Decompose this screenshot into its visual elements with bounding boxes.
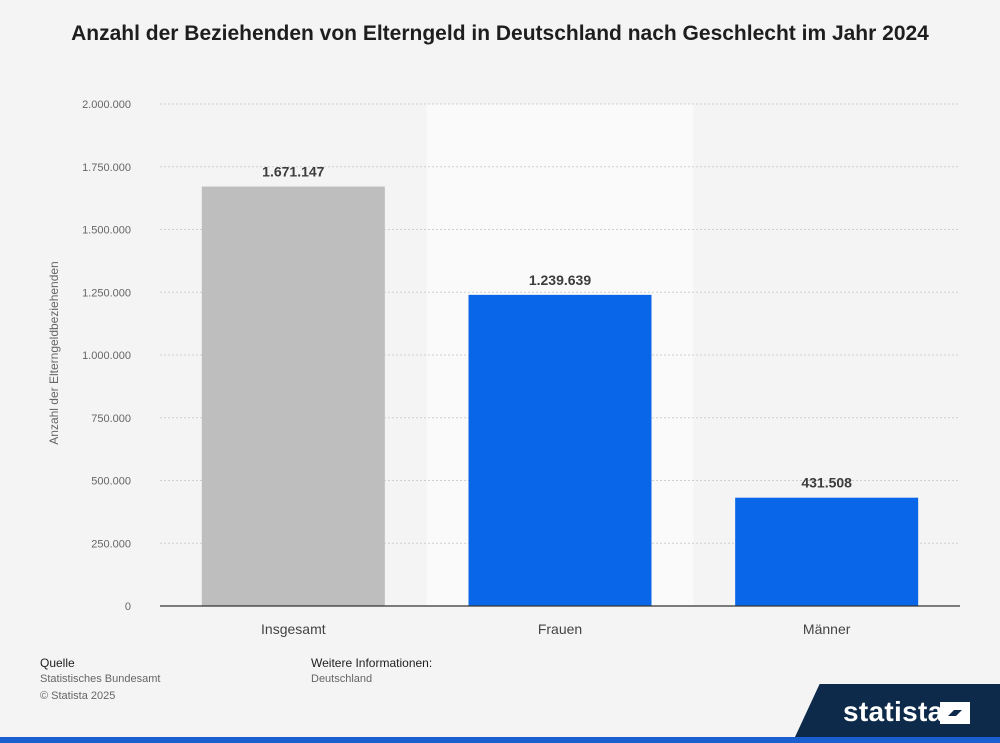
bar-chart: 0 250.000 500.000 750.000 1.000.000 1.250.000… bbox=[47, 99, 960, 637]
data-label: 1.671.147 bbox=[262, 164, 324, 180]
chart-title: Anzahl der Beziehenden von Elterngeld in… bbox=[71, 22, 929, 45]
y-tick-label: 1.750.000 bbox=[82, 162, 131, 174]
x-tick-label: Insgesamt bbox=[261, 621, 326, 637]
y-tick-label: 1.250.000 bbox=[82, 287, 131, 299]
x-tick-label: Männer bbox=[803, 621, 851, 637]
bar bbox=[735, 497, 919, 606]
bar bbox=[201, 186, 385, 606]
copyright-text: © Statista 2025 bbox=[40, 690, 116, 702]
y-axis-label: Anzahl der Elterngeldbeziehenden bbox=[47, 261, 61, 444]
y-tick-label: 750.000 bbox=[91, 413, 131, 425]
y-tick-label: 1.000.000 bbox=[82, 350, 131, 362]
y-tick-label: 2.000.000 bbox=[82, 99, 131, 111]
statista-logo-icon bbox=[940, 702, 970, 724]
bar bbox=[468, 294, 652, 606]
y-tick-label: 1.500.000 bbox=[82, 225, 131, 237]
brand-name: statista bbox=[843, 696, 944, 727]
y-tick-label: 250.000 bbox=[91, 538, 131, 550]
data-label: 431.508 bbox=[801, 475, 852, 491]
source-text: Statistisches Bundesamt bbox=[40, 673, 161, 685]
x-tick-label: Frauen bbox=[538, 621, 582, 637]
brand-bar bbox=[0, 737, 1000, 743]
data-label: 1.239.639 bbox=[529, 272, 591, 288]
source-label: Quelle bbox=[40, 656, 75, 670]
y-tick-label: 0 bbox=[125, 601, 131, 613]
info-text: Deutschland bbox=[311, 673, 373, 685]
y-tick-label: 500.000 bbox=[91, 476, 131, 488]
info-label: Weitere Informationen: bbox=[311, 656, 433, 670]
